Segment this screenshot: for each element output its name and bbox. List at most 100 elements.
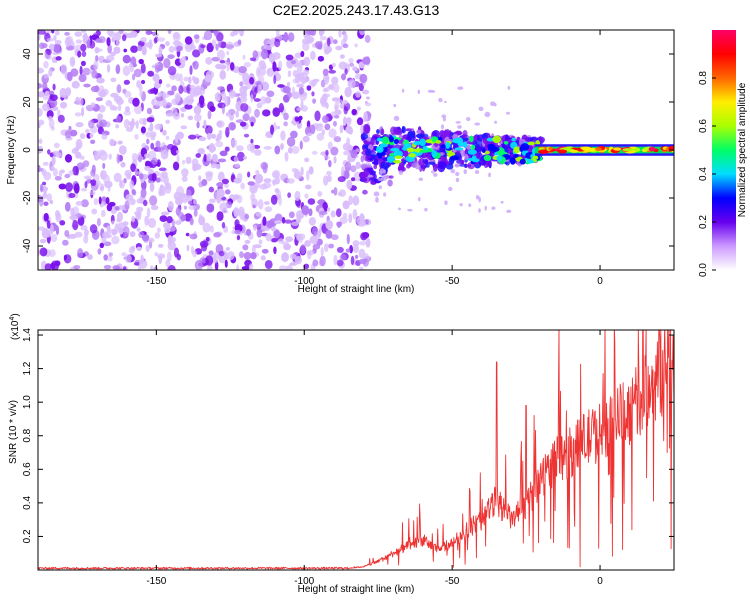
spectrogram-blob bbox=[80, 224, 88, 231]
spectrogram-blob bbox=[326, 207, 331, 212]
spectrogram-blob bbox=[359, 240, 367, 246]
spectrogram-blob bbox=[218, 130, 223, 136]
spectrogram-blob bbox=[111, 235, 120, 245]
spectrogram-blob bbox=[289, 253, 297, 260]
spectrogram-blob bbox=[43, 60, 49, 69]
spectrogram-blob bbox=[273, 74, 277, 85]
spectrogram-blob bbox=[188, 76, 192, 84]
spectrogram-blob bbox=[208, 250, 214, 256]
spectrogram-blob bbox=[147, 127, 152, 132]
spectrogram-band-blob bbox=[557, 149, 568, 154]
spectrogram-blob bbox=[230, 139, 238, 148]
spectrogram-blob bbox=[60, 169, 65, 174]
spectrogram-blob bbox=[135, 120, 139, 129]
spectrogram-blob bbox=[140, 36, 147, 43]
spectrogram-blob bbox=[312, 98, 316, 104]
spectrogram-blob bbox=[114, 267, 124, 270]
spectrogram-xtick-label: -50 bbox=[445, 276, 460, 287]
spectrogram-blob bbox=[306, 85, 312, 91]
spectrogram-core-blob bbox=[462, 141, 468, 148]
spectrogram-blob bbox=[149, 182, 155, 192]
spectrogram-blob bbox=[149, 265, 154, 270]
spectrogram-blob bbox=[78, 74, 87, 83]
spectrogram-blob bbox=[339, 216, 348, 224]
spectrogram-blob bbox=[160, 149, 169, 160]
spectrogram-blob bbox=[278, 60, 283, 71]
spectrogram-blob bbox=[38, 67, 45, 74]
spectrogram-blob bbox=[302, 135, 310, 143]
spectrogram-blob bbox=[81, 106, 85, 117]
spectrogram-blob bbox=[98, 196, 102, 205]
spectrogram-blob bbox=[445, 163, 454, 170]
spectrogram-blob bbox=[193, 86, 202, 96]
spectrogram-core-blob bbox=[440, 144, 446, 148]
spectrogram-blob bbox=[145, 244, 150, 253]
spectrogram-blob bbox=[282, 85, 291, 94]
spectrogram-blob bbox=[355, 90, 361, 98]
spectrogram-blob bbox=[43, 185, 47, 197]
spectrogram-blob bbox=[277, 84, 285, 88]
spectrogram-blob bbox=[284, 151, 289, 162]
spectrogram-blob bbox=[373, 164, 378, 170]
spectrogram-core-blob bbox=[445, 141, 451, 149]
spectrogram-blob bbox=[163, 99, 168, 108]
spectrogram-blob bbox=[346, 145, 354, 151]
spectrogram-core-blob bbox=[392, 137, 402, 141]
spectrogram-blob bbox=[337, 176, 346, 183]
spectrogram-blob bbox=[258, 239, 263, 245]
spectrogram-blob bbox=[354, 43, 358, 48]
spectrogram-blob bbox=[180, 214, 186, 222]
spectrogram-blob bbox=[290, 130, 298, 139]
spectrogram-blob bbox=[156, 37, 166, 42]
spectrogram-blob bbox=[516, 136, 521, 140]
snr-xtick-label: -150 bbox=[146, 576, 166, 587]
spectrogram-blob bbox=[242, 96, 248, 103]
spectrogram-blob bbox=[352, 244, 360, 253]
spectrogram-blob bbox=[102, 234, 111, 238]
spectrogram-blob bbox=[198, 215, 206, 226]
spectrogram-blob bbox=[44, 263, 52, 270]
spectrogram-blob bbox=[50, 233, 58, 243]
spectrogram-blob bbox=[153, 37, 158, 44]
spectrogram-blob bbox=[55, 210, 61, 219]
spectrogram-blob bbox=[269, 218, 277, 227]
spectrogram-blob bbox=[167, 30, 172, 35]
spectrogram-blob bbox=[150, 131, 157, 138]
spectrogram-blob bbox=[292, 78, 299, 84]
spectrogram-blob bbox=[348, 195, 354, 206]
spectrogram-blob bbox=[278, 102, 285, 113]
spectrogram-blob bbox=[250, 138, 254, 144]
spectrogram-blob bbox=[273, 246, 277, 255]
spectrogram-blob bbox=[338, 189, 347, 197]
spectrogram-blob bbox=[274, 188, 280, 194]
spectrogram-blob bbox=[250, 193, 256, 202]
spectrogram-core-blob bbox=[408, 153, 416, 158]
spectrogram-blob bbox=[64, 201, 71, 212]
spectrogram-blob bbox=[150, 142, 155, 150]
spectrogram-ytick-label: 40 bbox=[22, 48, 33, 60]
spectrogram-blob bbox=[338, 30, 342, 38]
spectrogram-blob bbox=[181, 175, 188, 182]
spectrogram-blob bbox=[163, 58, 171, 69]
spectrogram-blob bbox=[478, 159, 487, 166]
spectrogram-blob bbox=[121, 252, 127, 257]
spectrogram-blob bbox=[285, 265, 293, 270]
spectrogram-blob bbox=[263, 146, 272, 150]
spectrogram-blob bbox=[118, 226, 124, 235]
spectrogram-blob bbox=[115, 39, 120, 46]
spectrogram-blob bbox=[331, 189, 335, 194]
spectrogram-blob bbox=[466, 144, 472, 150]
spectrogram-blob bbox=[165, 83, 171, 88]
spectrogram-blob bbox=[193, 105, 202, 115]
spectrogram-blob bbox=[146, 207, 151, 219]
spectrogram-blob bbox=[358, 83, 364, 92]
spectrogram-blob bbox=[208, 198, 216, 204]
spectrogram-blob bbox=[343, 150, 351, 156]
spectrogram-blob bbox=[72, 206, 80, 216]
spectrogram-blob bbox=[165, 182, 172, 191]
spectrogram-blob bbox=[69, 215, 78, 221]
spectrogram-blob bbox=[74, 231, 83, 238]
spectrogram-blob bbox=[195, 153, 202, 158]
spectrogram-core-blob bbox=[483, 154, 492, 162]
